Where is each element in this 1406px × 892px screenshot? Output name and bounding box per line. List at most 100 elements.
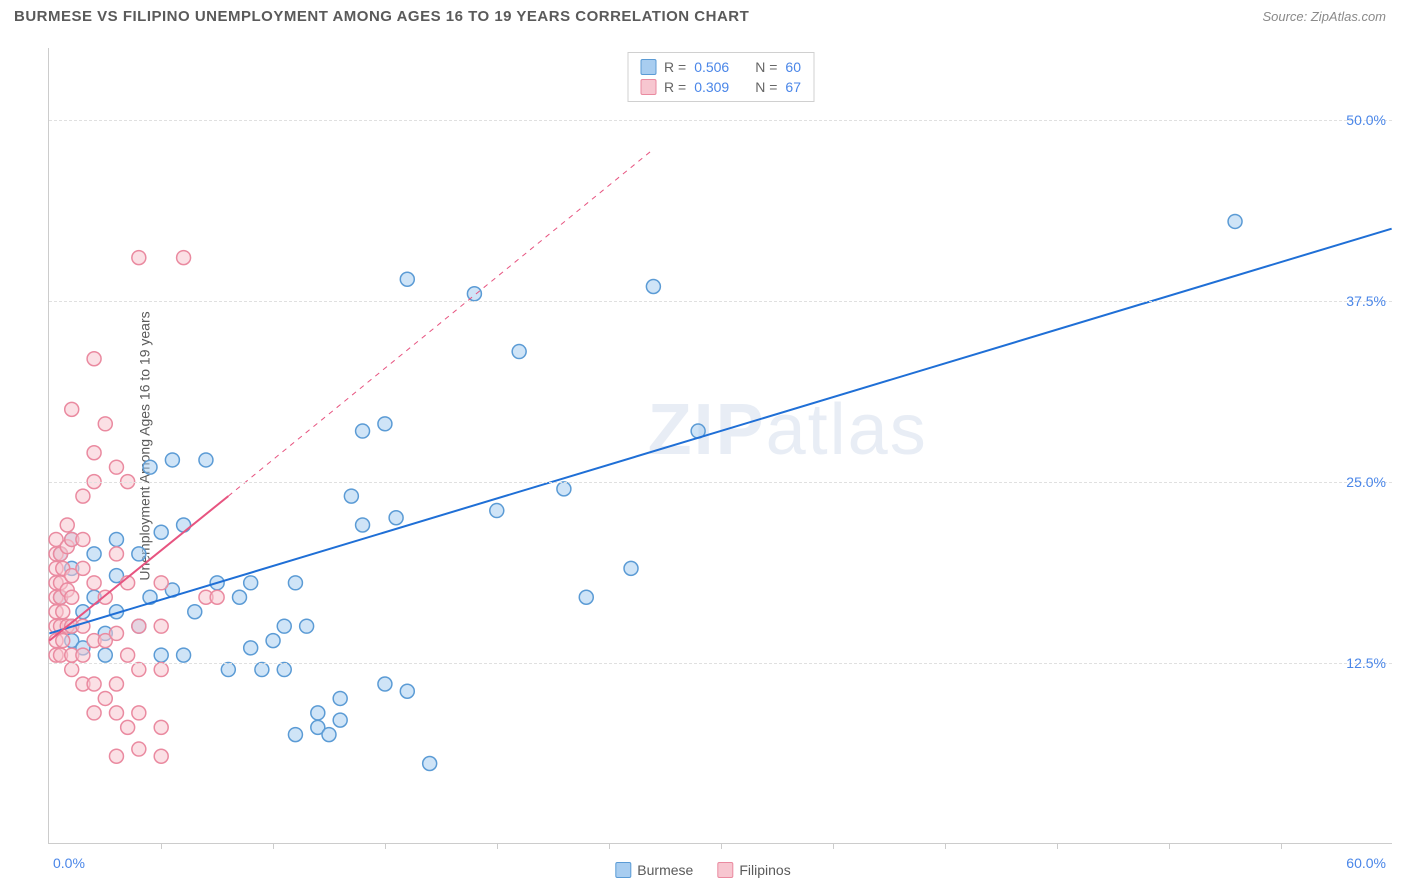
r-label: R = (664, 79, 686, 95)
legend-swatch (640, 59, 656, 75)
chart-plot-area: ZIPatlas R =0.506N =60R =0.309N =67 0.0%… (48, 48, 1392, 844)
data-point (87, 677, 101, 691)
series-legend: Burmese Filipinos (615, 862, 790, 878)
data-point (109, 547, 123, 561)
data-point (98, 691, 112, 705)
legend-item: Burmese (615, 862, 693, 878)
data-point (132, 663, 146, 677)
data-point (177, 648, 191, 662)
data-point (490, 504, 504, 518)
data-point (557, 482, 571, 496)
data-point (356, 518, 370, 532)
data-point (356, 424, 370, 438)
x-tick (945, 843, 946, 849)
data-point (322, 728, 336, 742)
scatter-svg (49, 48, 1392, 843)
data-point (154, 749, 168, 763)
x-tick (385, 843, 386, 849)
data-point (389, 511, 403, 525)
data-point (87, 576, 101, 590)
data-point (109, 626, 123, 640)
data-point (109, 460, 123, 474)
data-point (333, 691, 347, 705)
data-point (233, 590, 247, 604)
data-point (87, 446, 101, 460)
data-point (76, 648, 90, 662)
data-point (132, 706, 146, 720)
data-point (121, 720, 135, 734)
data-point (311, 706, 325, 720)
n-value: 67 (785, 79, 801, 95)
r-value: 0.309 (694, 79, 729, 95)
legend-swatch (717, 862, 733, 878)
data-point (87, 706, 101, 720)
data-point (199, 453, 213, 467)
correlation-legend: R =0.506N =60R =0.309N =67 (627, 52, 814, 102)
legend-row: R =0.506N =60 (640, 57, 801, 77)
data-point (221, 663, 235, 677)
y-tick-label: 37.5% (1346, 293, 1386, 309)
data-point (177, 518, 191, 532)
data-point (244, 641, 258, 655)
legend-label: Filipinos (739, 862, 790, 878)
y-tick-label: 25.0% (1346, 474, 1386, 490)
y-tick-label: 50.0% (1346, 112, 1386, 128)
data-point (423, 757, 437, 771)
data-point (646, 280, 660, 294)
data-point (579, 590, 593, 604)
data-point (109, 677, 123, 691)
data-point (132, 742, 146, 756)
data-point (87, 547, 101, 561)
x-tick (1281, 843, 1282, 849)
data-point (56, 634, 70, 648)
data-point (177, 251, 191, 265)
data-point (56, 605, 70, 619)
data-point (624, 561, 638, 575)
data-point (98, 417, 112, 431)
x-tick (1057, 843, 1058, 849)
data-point (188, 605, 202, 619)
data-point (109, 749, 123, 763)
data-point (210, 590, 224, 604)
data-point (154, 648, 168, 662)
n-label: N = (755, 59, 777, 75)
r-label: R = (664, 59, 686, 75)
legend-item: Filipinos (717, 862, 790, 878)
data-point (121, 648, 135, 662)
data-point (154, 619, 168, 633)
data-point (165, 453, 179, 467)
x-min-label: 0.0% (53, 855, 85, 871)
chart-header: BURMESE VS FILIPINO UNEMPLOYMENT AMONG A… (0, 0, 1406, 29)
chart-source: Source: ZipAtlas.com (1262, 9, 1386, 24)
y-tick-label: 12.5% (1346, 655, 1386, 671)
data-point (154, 576, 168, 590)
data-point (76, 489, 90, 503)
data-point (60, 518, 74, 532)
data-point (65, 590, 79, 604)
data-point (288, 576, 302, 590)
data-point (76, 532, 90, 546)
gridline (49, 663, 1392, 664)
data-point (154, 663, 168, 677)
legend-label: Burmese (637, 862, 693, 878)
data-point (277, 619, 291, 633)
data-point (378, 417, 392, 431)
data-point (76, 561, 90, 575)
chart-title: BURMESE VS FILIPINO UNEMPLOYMENT AMONG A… (14, 8, 749, 25)
data-point (378, 677, 392, 691)
gridline (49, 120, 1392, 121)
data-point (143, 460, 157, 474)
data-point (400, 272, 414, 286)
data-point (277, 663, 291, 677)
gridline (49, 482, 1392, 483)
data-point (288, 728, 302, 742)
data-point (132, 619, 146, 633)
legend-row: R =0.309N =67 (640, 77, 801, 97)
data-point (344, 489, 358, 503)
data-point (132, 251, 146, 265)
data-point (132, 547, 146, 561)
data-point (109, 706, 123, 720)
legend-swatch (615, 862, 631, 878)
data-point (333, 713, 347, 727)
data-point (1228, 214, 1242, 228)
